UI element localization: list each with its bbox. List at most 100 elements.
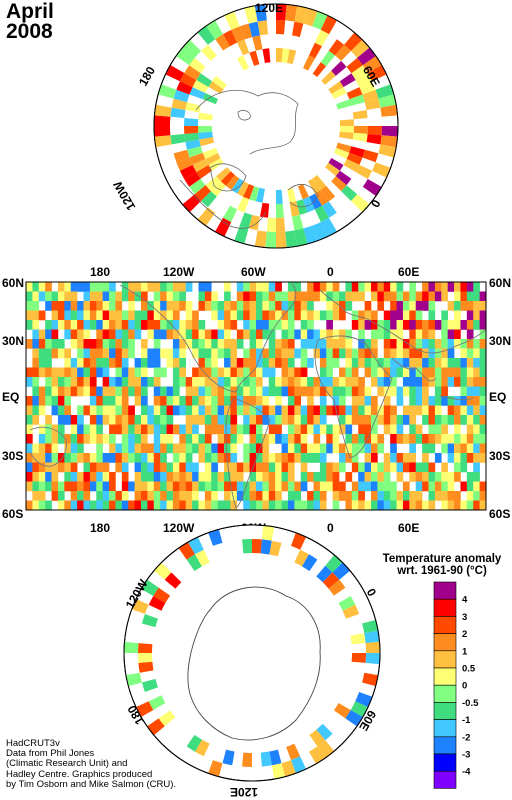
world-cell (64, 310, 72, 321)
legend-title-line1: Temperature anomaly (382, 553, 502, 565)
world-cell (70, 424, 78, 435)
world-cell (204, 443, 212, 454)
world-cell (313, 491, 321, 501)
credits-line-2: Data from Phil Jones (6, 748, 95, 760)
north-polar-cell (249, 186, 260, 202)
credits-line-5: by Tim Osborn and Mike Salmon (CRU). (6, 778, 176, 790)
north-polar-cell (182, 39, 201, 58)
legend-swatch-5 (433, 667, 457, 686)
world-cell (153, 396, 161, 406)
world-cell (300, 339, 308, 349)
world-cell (211, 472, 218, 482)
world-cell (428, 320, 436, 330)
world-cell (287, 443, 295, 454)
world-cell (390, 415, 397, 425)
world-cell (371, 462, 378, 473)
world-cell (377, 500, 385, 510)
world-cell (224, 320, 231, 330)
north-polar-cell (378, 144, 397, 158)
south-polar-cells (124, 525, 380, 780)
world-cell (256, 434, 263, 444)
north-polar-cell (224, 11, 240, 30)
arabia-india-outline (391, 357, 437, 382)
world-cell (332, 424, 340, 435)
world-cell (172, 424, 180, 435)
world-cell (185, 491, 193, 501)
world-cell (115, 367, 123, 378)
world-cell (409, 377, 417, 387)
north-polar-cell (248, 21, 260, 38)
world-grid-cells (26, 282, 486, 510)
world-cell (102, 339, 110, 349)
world-cell (89, 377, 97, 387)
world-cell (243, 348, 250, 359)
world-cell (115, 291, 123, 302)
world-cell (109, 320, 116, 330)
world-cell (109, 500, 116, 510)
world-cell (32, 386, 40, 397)
world-cell (57, 434, 65, 444)
world-cell (109, 329, 116, 340)
world-cell (371, 491, 378, 501)
world-cell (115, 453, 123, 463)
world-cell (313, 310, 321, 321)
world-cell (109, 396, 116, 406)
world-cell (217, 500, 225, 510)
world-cell (256, 500, 263, 510)
world-cell (192, 415, 199, 425)
world-cell (479, 415, 486, 425)
lon-label-bottom-60e: 60E (398, 521, 419, 535)
world-cell (26, 481, 33, 492)
world-cell (153, 462, 161, 473)
world-cell (224, 348, 231, 359)
world-cell (460, 367, 468, 378)
world-cell (198, 386, 206, 397)
world-cell (147, 377, 155, 387)
world-cell (70, 377, 78, 387)
world-cell (192, 491, 199, 501)
world-cell (64, 481, 72, 492)
north-polar-cell (265, 231, 276, 248)
world-cell (243, 453, 250, 463)
world-cell (121, 291, 129, 302)
world-cell (466, 386, 474, 397)
world-cell (217, 301, 225, 311)
world-cell (377, 386, 385, 397)
world-cell (479, 500, 486, 510)
world-cell (179, 320, 187, 330)
world-cell (390, 481, 397, 492)
north-polar-cell (331, 87, 347, 99)
world-cell (70, 339, 78, 349)
north-polar-cell (249, 50, 260, 66)
south-polar-cell (286, 743, 301, 761)
world-cell (236, 358, 244, 368)
north-polar-cell (362, 56, 382, 73)
north-polar-cell (308, 178, 321, 194)
world-cell (313, 329, 321, 340)
world-cell (198, 434, 206, 444)
world-cell (115, 329, 123, 340)
world-cell (166, 282, 174, 292)
world-cell (345, 434, 353, 444)
world-cell (38, 386, 46, 397)
world-cell (294, 443, 302, 454)
north-polar-cell (331, 176, 347, 192)
world-cell (153, 348, 161, 359)
north-polar-cell (202, 93, 218, 105)
world-cell (326, 348, 333, 359)
world-cell (121, 358, 129, 368)
world-cell (160, 462, 167, 473)
north-polar-cell (287, 49, 297, 65)
world-cell (460, 339, 468, 349)
north-polar-cell (206, 20, 223, 40)
world-cell (307, 472, 314, 482)
world-cell (428, 377, 436, 387)
world-cell (326, 367, 333, 378)
world-cell (172, 358, 180, 368)
world-cell (262, 405, 270, 416)
world-cell (364, 472, 372, 482)
world-cell (51, 339, 59, 349)
world-cell (422, 291, 429, 302)
world-cell (185, 310, 193, 321)
world-cell (332, 500, 340, 510)
